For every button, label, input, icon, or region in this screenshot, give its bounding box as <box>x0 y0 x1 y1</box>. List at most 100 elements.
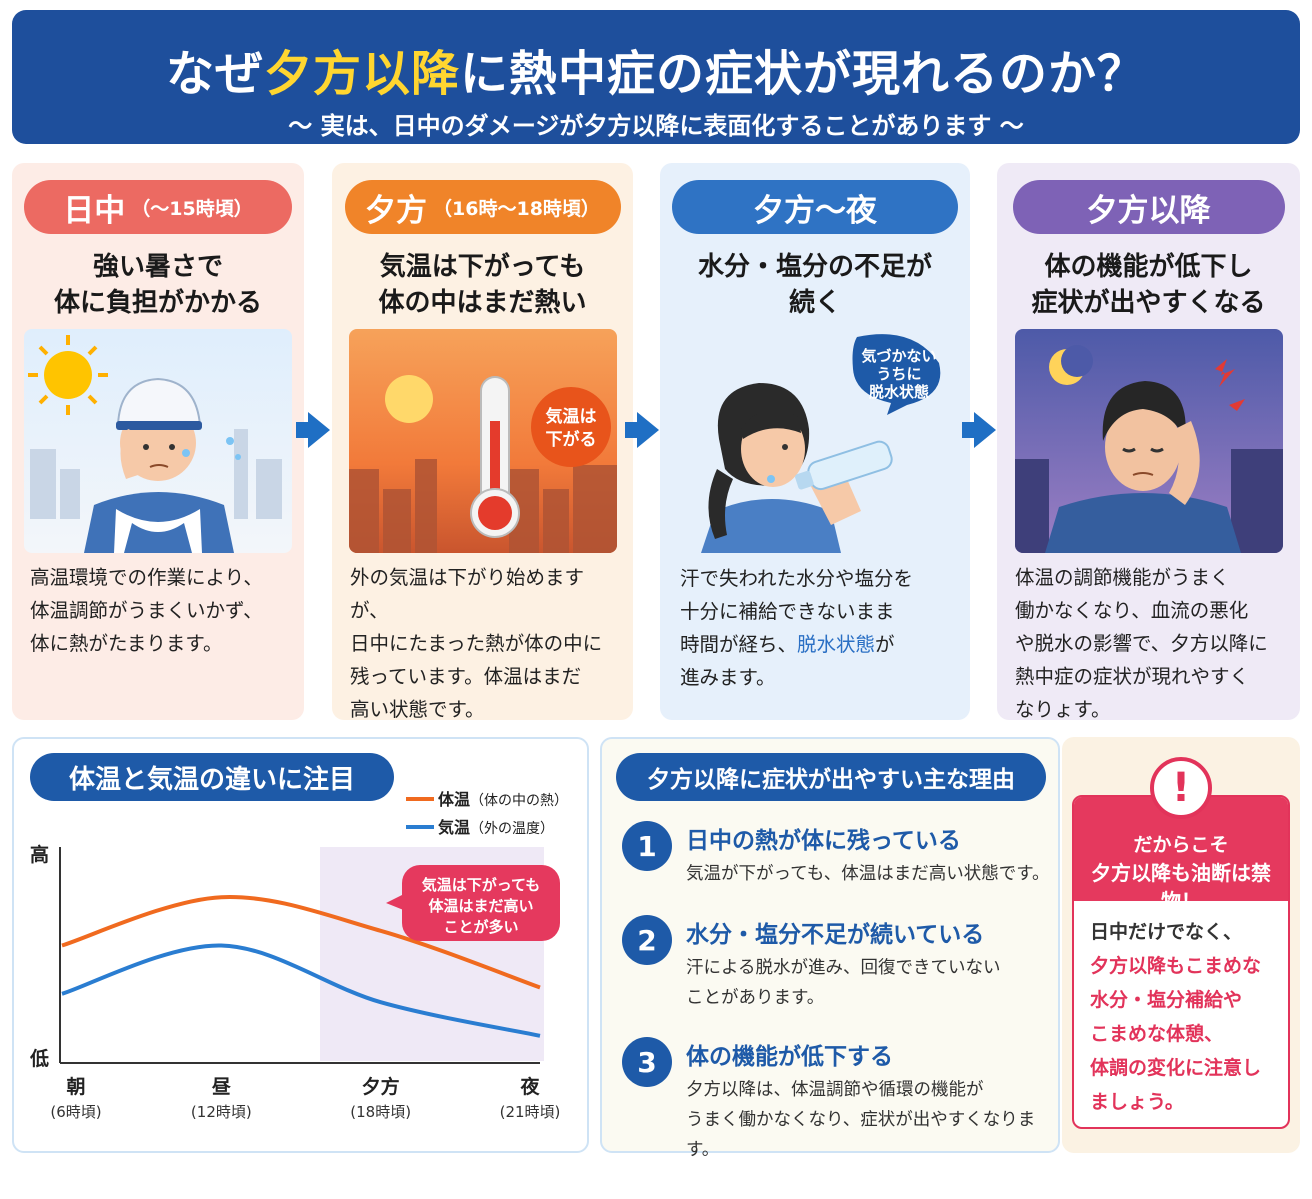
body-line: 高い状態です。 <box>350 698 485 721</box>
stage-panel-after-evening: 夕方以降 体の機能が低下し 症状が出やすくなる 体温の調節機能がうまく 働かなくなり… <box>997 163 1300 721</box>
warning-message: 日中だけでなく、 夕方以降もこまめな 水分・塩分補給や こまめな体憩、 体調の変… <box>1090 915 1280 1119</box>
warning-card: だからこそ 夕方以降も油断は禁物！ 日中だけでなく、 夕方以降もこまめな 水分・塩… <box>1072 795 1290 1129</box>
stage-description: 外の気温は下がり始めますが、 日中にたまった熱が体の中に 残っています。体温はまだ高… <box>350 561 621 726</box>
body-line: 体に熱がたまります。 <box>30 632 223 655</box>
header-banner: なぜ夕方以降に熱中症の症状が現れるのか？ ～ 実は、日中のダメージが夕方以降に表… <box>12 10 1300 144</box>
reason-line: 気温が下がっても、体温はまだ高い状態です。 <box>686 864 1050 884</box>
reason-text: 汗による脱水が進み、回復できていない ことがあります。 <box>686 953 1056 1013</box>
bubble-line: うちに <box>876 365 921 383</box>
heading-line: 水分・塩分の不足が <box>697 252 932 282</box>
stage-label-pill: 夕方以降 <box>1012 180 1285 234</box>
reason-line: 汗による脱水が進み、回復できていない <box>686 958 1001 978</box>
legend-item-air: 気温（外の温度） <box>438 818 554 837</box>
stage-label: 日中 <box>63 192 126 229</box>
warning-line: 水分・塩分補給や <box>1090 989 1243 1011</box>
stage-panel-night: 夕方～夜 水分・塩分の不足が 続く 気づかない うちに 脱水状態 汗で失われた水分… <box>660 163 970 720</box>
exclamation-icon: ! <box>1150 757 1212 819</box>
flow-arrow-icon <box>625 412 659 448</box>
stage-label-pill: 夕方～夜 <box>672 180 958 234</box>
stage-panel-evening: 夕方 （16時～18時頃） 気温は下がっても 体の中はまだ熱い 気温は 下がる 外の… <box>332 163 633 721</box>
chart-legend: 体温（体の中の熱） 気温（外の温度） <box>406 790 568 837</box>
sun-icon <box>28 335 108 415</box>
warning-line: 体調の変化に注意し <box>1090 1057 1262 1079</box>
bubble-line: 下がる <box>545 429 596 450</box>
stage-time: （16時～18時頃） <box>433 197 600 220</box>
stage-time: （～15時頃） <box>131 197 253 220</box>
x-tick-sublabel: (21時頃) <box>500 1103 561 1121</box>
reason-number: 3 <box>622 1037 672 1087</box>
body-line: 十分に補給できないまま <box>680 600 895 623</box>
warning-line: こまめな体憩、 <box>1090 1023 1224 1045</box>
bubble-line: 脱水状態 <box>869 383 929 401</box>
reason-number: 2 <box>622 915 672 965</box>
reason-title: 日中の熱が体に残っている <box>686 828 961 854</box>
body-line: 体温の調節機能がうまく <box>1015 566 1230 589</box>
x-tick-label: 朝 <box>66 1076 85 1098</box>
x-tick-label: 夕方 <box>362 1075 400 1098</box>
warning-header-text: だからこそ 夕方以降も油断は禁物！ <box>1074 831 1288 915</box>
x-tick-sublabel: (18時頃) <box>350 1103 411 1121</box>
worker-in-sun-illustration <box>24 329 292 553</box>
reason-title: 体の機能が低下する <box>686 1044 893 1070</box>
heading-line: 体の中はまだ熱い <box>378 288 587 318</box>
x-tick-sublabel: (12時頃) <box>191 1103 252 1121</box>
stage-heading: 体の機能が低下し 症状が出やすくなる <box>997 249 1300 321</box>
reason-number: 1 <box>622 821 672 871</box>
warning-line: 日中だけでなく、 <box>1090 921 1243 943</box>
reason-line: ことがあります。 <box>686 988 825 1008</box>
callout-line: ことが多い <box>443 918 518 936</box>
highlight-text: 脱水状態 <box>797 633 876 656</box>
heading-line: 体に負担がかかる <box>53 288 262 318</box>
reason-text: 気温が下がっても、体温はまだ高い状態です。 <box>686 859 1056 889</box>
flow-arrow-icon <box>962 412 996 448</box>
thermometer-icon <box>469 376 520 538</box>
water-bottle-icon <box>795 440 893 491</box>
moon-icon <box>1048 345 1093 385</box>
heading-line: 気温は下がっても <box>379 252 586 282</box>
reasons-box: 夕方以降に症状が出やすい主な理由 1 日中の熱が体に残っている 気温が下がっても… <box>600 737 1060 1160</box>
reason-line: 夕方以降は、体温調節や循環の機能が <box>686 1080 984 1100</box>
x-tick-label: 夜 <box>519 1075 540 1098</box>
heading-line: 強い暑さで <box>92 252 223 282</box>
body-line: 汗で失われた水分や塩分を <box>680 567 914 590</box>
body-line: 熱中症の症状が現れやすく <box>1015 665 1250 688</box>
temperature-chart: 高 低 体温（体の中の熱） 気温（外の温度） 気温は下がっても 体温はまだ高い … <box>29 790 568 1121</box>
body-line: 体温調節がうまくいかず、 <box>30 599 263 622</box>
title-highlight: 夕方以降 <box>263 46 460 102</box>
stage-label-pill: 日中 （～15時頃） <box>24 180 292 234</box>
callout-line: 体温はまだ高い <box>428 897 533 915</box>
body-line: なりょす。 <box>1015 698 1111 721</box>
reasons-title: 夕方以降に症状が出やすい主な理由 <box>616 753 1046 801</box>
series-line-体温 <box>61 895 541 990</box>
body-line: 進みます。 <box>680 666 776 689</box>
stage-heading: 水分・塩分の不足が 続く <box>660 249 970 321</box>
warning-line: ましょう。 <box>1090 1091 1184 1113</box>
stage-label: 夕方～夜 <box>753 192 877 229</box>
stage-panel-daytime: 日中 （～15時頃） 強い暑さで体に負担がかかる 高温環境での作業により、 体温調節… <box>12 163 304 720</box>
chart-title: 体温と気温の違いに注目 <box>30 753 394 801</box>
body-line: 時間が経ち、脱水状態が <box>680 628 958 661</box>
stage-description: 高温環境での作業により、 体温調節がうまくいかず、 体に熱がたまります。 <box>30 561 292 660</box>
warning-line: 夕方以降もこまめな <box>1090 955 1262 977</box>
x-tick-sublabel: (6時頃) <box>50 1103 101 1121</box>
chart-callout: 気温は下がっても 体温はまだ高い ことが多い <box>386 865 560 941</box>
heading-line: 体の機能が低下し <box>1044 252 1253 282</box>
body-line: 働かなくなり、血流の悪化 <box>1015 599 1249 622</box>
page-title: なぜ夕方以降に熱中症の症状が現れるのか？ <box>12 34 1300 104</box>
body-line: 高温環境での作業により、 <box>30 566 263 589</box>
series-line-気温 <box>61 943 541 1038</box>
body-text: 時間が経ち、 <box>680 633 798 656</box>
warning-panel: ! だからこそ 夕方以降も油断は禁物！ 日中だけでなく、 夕方以降もこまめな 水分… <box>1062 737 1300 1153</box>
body-line: 残っています。体温はまだ <box>350 665 582 688</box>
bubble-line: 気づかない <box>861 347 936 365</box>
stage-label-pill: 夕方 （16時～18時頃） <box>344 180 621 234</box>
title-part: なぜ <box>165 46 264 102</box>
stage-description: 体温の調節機能がうまく 働かなくなり、血流の悪化 や脱水の影響で、夕方以降に 熱中症の… <box>1015 561 1288 726</box>
callout-line: 気温は下がっても <box>422 876 541 894</box>
body-text: が <box>875 633 895 656</box>
page-subtitle: ～ 実は、日中のダメージが夕方以降に表面化することがあります ～ <box>288 112 1024 140</box>
man-with-headache-illustration <box>1014 329 1283 553</box>
stage-description: 汗で失われた水分や塩分を 十分に補給できないまま 時間が経ち、脱水状態が 進みます。 <box>680 562 958 694</box>
flow-arrow-icon <box>296 412 330 448</box>
body-line: や脱水の影響で、夕方以降に <box>1015 632 1268 655</box>
